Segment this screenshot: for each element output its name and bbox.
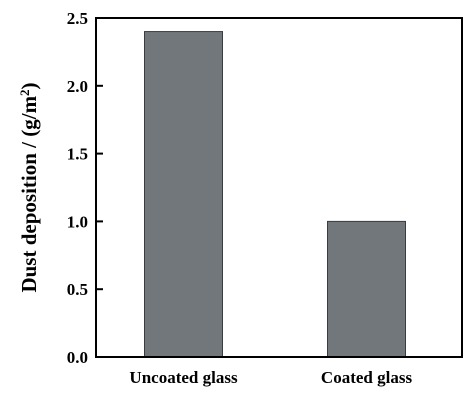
bar-uncoated-glass: [144, 31, 223, 358]
y-axis-label-text: Dust deposition / (g/m2): [17, 82, 42, 292]
y-tick-label: 1.0: [67, 212, 88, 231]
y-tick-label: 0.5: [67, 280, 88, 299]
axes-frame: [95, 17, 463, 358]
bar-coated-glass: [327, 220, 406, 358]
x-tick-label: Uncoated glass: [129, 368, 238, 387]
y-axis-label-suffix: ): [17, 82, 41, 89]
y-axis-label: Dust deposition / (g/m2): [17, 82, 42, 292]
plot-area: Uncoated glass Coated glass 0.0 0.5 1.0 1.5 2.…: [67, 9, 463, 387]
x-tick-label: Coated glass: [321, 368, 413, 387]
y-tick-label: 2.5: [67, 9, 88, 28]
y-tick-label: 1.5: [67, 145, 88, 164]
y-tick-label: 2.0: [67, 77, 88, 96]
y-tick-label: 0.0: [67, 348, 88, 367]
y-axis-label-superscript: 2: [17, 89, 32, 96]
y-axis-label-main: Dust deposition / (g/m: [17, 95, 41, 292]
